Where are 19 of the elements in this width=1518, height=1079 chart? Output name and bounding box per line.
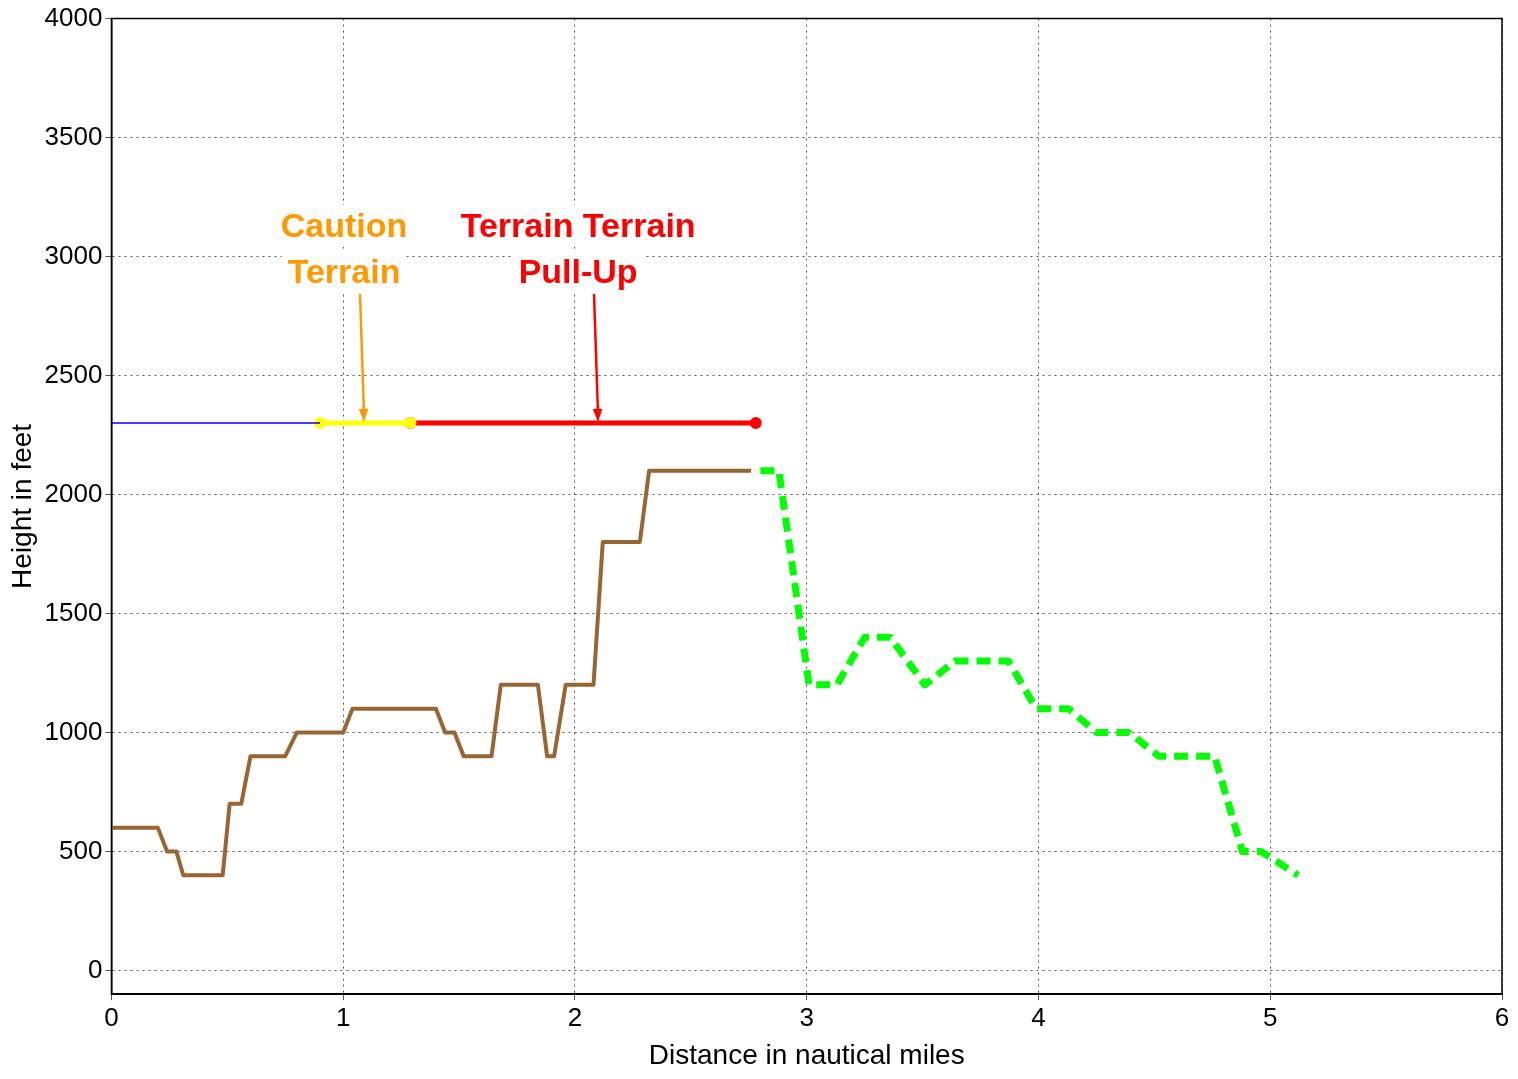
x-tick-label: 4 bbox=[1031, 1001, 1046, 1032]
y-tick-label: 2000 bbox=[44, 477, 103, 508]
y-tick-label: 3000 bbox=[44, 239, 103, 270]
annotation: Caution Terrain bbox=[280, 206, 408, 291]
y-tick-label: 0 bbox=[87, 953, 103, 984]
y-tick-label: 3500 bbox=[44, 120, 103, 151]
annotation: Terrain Terrain Pull-Up bbox=[460, 206, 696, 291]
y-tick-label: 4000 bbox=[44, 1, 103, 32]
x-tick-label: 2 bbox=[567, 1001, 583, 1032]
y-tick-label: 2500 bbox=[44, 358, 103, 389]
x-tick-label: 3 bbox=[799, 1001, 814, 1032]
x-tick-label: 6 bbox=[1494, 1001, 1510, 1032]
y-tick-label: 1000 bbox=[44, 715, 103, 746]
y-tick-label: 500 bbox=[59, 834, 103, 865]
y-tick-label: 1500 bbox=[44, 596, 103, 627]
x-tick-label: 5 bbox=[1263, 1001, 1278, 1032]
y-axis-title: Height in feet bbox=[5, 423, 37, 589]
x-tick-label: 1 bbox=[335, 1001, 351, 1032]
x-axis-title: Distance in nautical miles bbox=[648, 1038, 965, 1070]
